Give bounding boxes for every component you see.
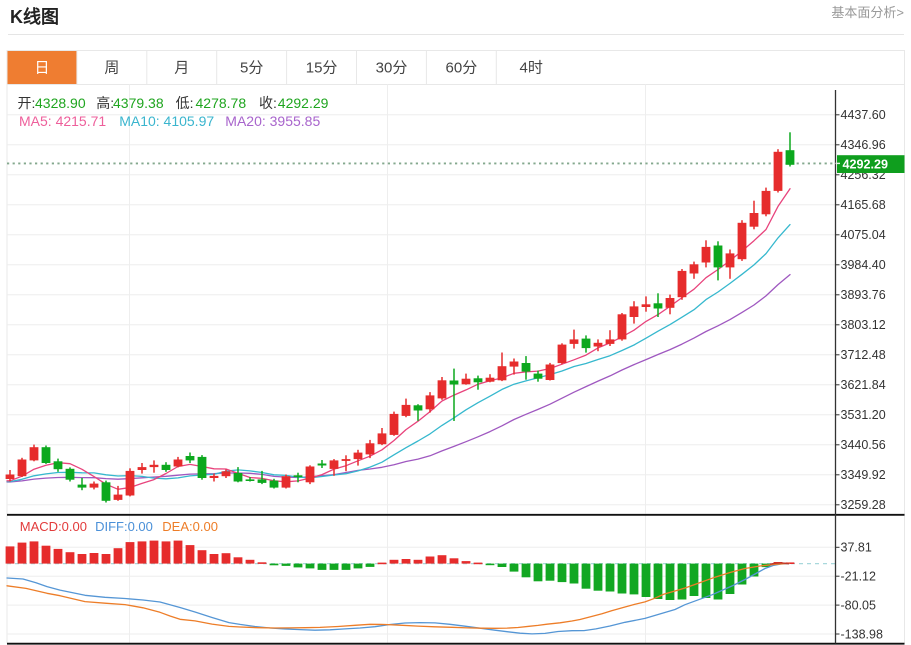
svg-text:收:: 收: [259,95,277,111]
svg-text:3893.76: 3893.76 [841,288,886,302]
svg-text:60分: 60分 [446,60,478,77]
svg-text:4165.68: 4165.68 [841,198,886,212]
svg-text:MA10: 4105.97: MA10: 4105.97 [119,113,214,129]
svg-text:-80.05: -80.05 [841,598,876,612]
svg-text:K线图: K线图 [10,6,59,27]
svg-text:5分: 5分 [240,60,263,77]
svg-text:高:: 高: [96,95,114,111]
svg-text:4379.38: 4379.38 [113,95,164,111]
svg-text:3621.84: 3621.84 [841,378,886,392]
svg-text:低:: 低: [176,95,194,111]
svg-text:4328.90: 4328.90 [35,95,86,111]
svg-text:周: 周 [104,60,119,77]
svg-text:3712.48: 3712.48 [841,348,886,362]
svg-text:DIFF:0.00: DIFF:0.00 [95,519,153,534]
svg-text:4346.96: 4346.96 [841,138,886,152]
svg-text:基本面分析>: 基本面分析> [831,5,904,20]
svg-text:3531.20: 3531.20 [841,408,886,422]
svg-text:4075.04: 4075.04 [841,228,886,242]
svg-text:4292.29: 4292.29 [278,95,329,111]
svg-text:3803.12: 3803.12 [841,318,886,332]
svg-text:MA20: 3955.85: MA20: 3955.85 [225,113,320,129]
svg-text:37.81: 37.81 [841,541,872,555]
svg-text:3349.92: 3349.92 [841,468,886,482]
svg-text:-138.98: -138.98 [841,627,883,641]
svg-text:4时: 4时 [520,60,543,77]
svg-text:4292.29: 4292.29 [843,158,889,172]
svg-text:-21.12: -21.12 [841,570,876,584]
svg-text:月: 月 [174,60,189,77]
svg-text:开:: 开: [18,95,36,111]
svg-text:DEA:0.00: DEA:0.00 [162,519,218,534]
svg-text:3440.56: 3440.56 [841,438,886,452]
svg-text:日: 日 [34,60,49,77]
svg-text:30分: 30分 [376,60,408,77]
svg-text:MACD:0.00: MACD:0.00 [20,519,87,534]
svg-text:MA5: 4215.71: MA5: 4215.71 [19,113,106,129]
svg-text:3259.28: 3259.28 [841,498,886,512]
svg-text:3984.40: 3984.40 [841,258,886,272]
svg-text:15分: 15分 [306,60,338,77]
svg-text:4437.60: 4437.60 [841,108,886,122]
svg-text:4278.78: 4278.78 [196,95,247,111]
